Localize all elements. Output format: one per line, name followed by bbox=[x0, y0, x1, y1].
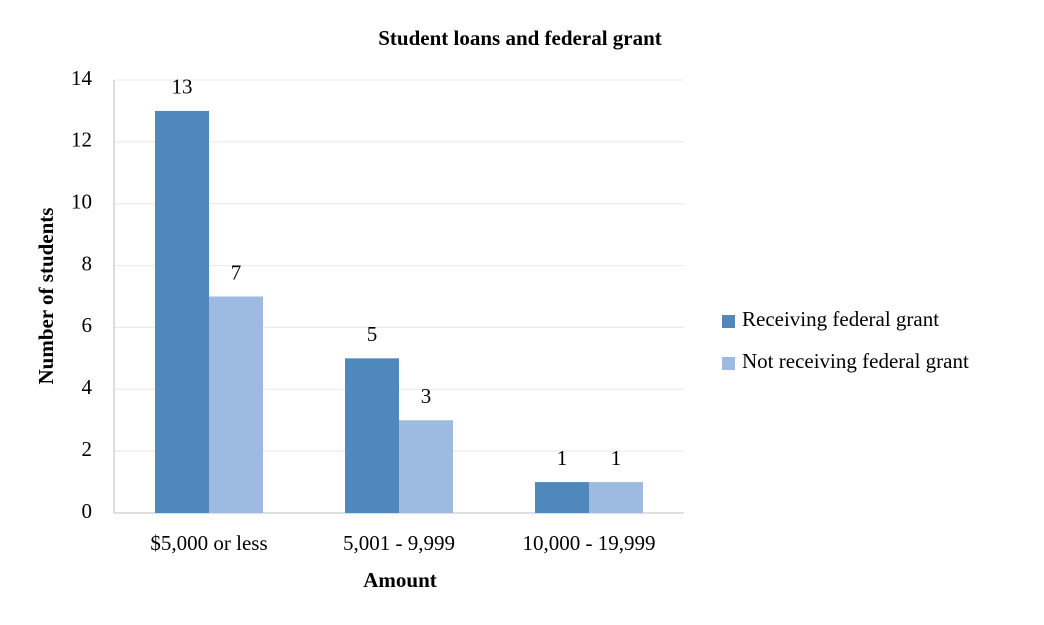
y-tick-label: 0 bbox=[82, 499, 93, 523]
data-label: 1 bbox=[557, 446, 568, 470]
data-label: 5 bbox=[367, 322, 378, 346]
y-tick-label: 10 bbox=[71, 190, 92, 214]
y-tick-label: 4 bbox=[82, 375, 93, 399]
y-tick-label: 8 bbox=[82, 251, 93, 275]
y-tick-label: 6 bbox=[82, 313, 93, 337]
legend-label: Receiving federal grant bbox=[742, 307, 939, 331]
y-axis-title: Number of students bbox=[34, 208, 58, 385]
data-label: 7 bbox=[231, 260, 242, 284]
legend-swatch bbox=[722, 357, 735, 370]
y-tick-label: 2 bbox=[82, 437, 93, 461]
bar bbox=[209, 296, 263, 513]
x-axis-title: Amount bbox=[363, 568, 437, 592]
x-tick-label: $5,000 or less bbox=[150, 531, 267, 555]
y-tick-label: 12 bbox=[71, 128, 92, 152]
data-label: 1 bbox=[611, 446, 622, 470]
chart-title: Student loans and federal grant bbox=[378, 26, 662, 50]
bar bbox=[345, 358, 399, 513]
data-label: 13 bbox=[172, 75, 193, 99]
bar bbox=[535, 482, 589, 513]
legend-swatch bbox=[722, 315, 735, 328]
bar bbox=[399, 420, 453, 513]
y-tick-label: 14 bbox=[71, 66, 93, 90]
legend-label: Not receiving federal grant bbox=[742, 349, 969, 373]
x-tick-label: 5,001 - 9,999 bbox=[343, 531, 455, 555]
bar bbox=[589, 482, 643, 513]
data-label: 3 bbox=[421, 384, 432, 408]
x-tick-label: 10,000 - 19,999 bbox=[523, 531, 656, 555]
bar bbox=[155, 110, 209, 513]
